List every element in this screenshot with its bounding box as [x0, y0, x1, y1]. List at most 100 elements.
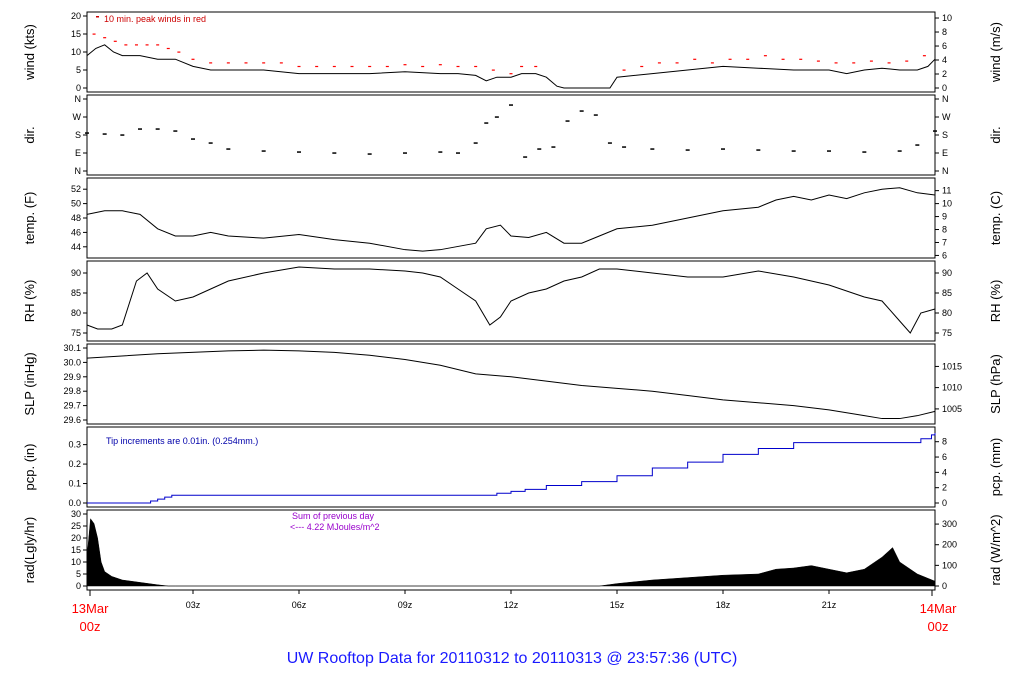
- peak-wind-point: [456, 65, 460, 68]
- left-tick-label: 0.2: [68, 459, 81, 469]
- peak-wind-point: [622, 69, 626, 71]
- left-axis-label: temp. (F): [22, 192, 37, 245]
- direction-point: [622, 146, 627, 148]
- left-axis-label: dir.: [22, 126, 37, 143]
- direction-point: [367, 153, 372, 155]
- right-tick-label: 6: [942, 41, 947, 51]
- peak-wind-point: [763, 55, 767, 57]
- right-axis-label: wind (m/s): [988, 22, 1003, 83]
- series-rad-area: [86, 518, 936, 587]
- left-tick-label: 20: [71, 533, 81, 543]
- direction-point: [565, 120, 570, 122]
- left-tick-label: 0.3: [68, 440, 81, 450]
- peak-wind-point: [922, 55, 926, 57]
- direction-point: [607, 142, 612, 144]
- left-tick-label: 30.1: [63, 343, 81, 353]
- right-tick-label: 1010: [942, 383, 962, 393]
- right-tick-label: 80: [942, 308, 952, 318]
- left-tick-label: 75: [71, 328, 81, 338]
- peak-wind-point: [226, 62, 230, 64]
- left-tick-label: 46: [71, 227, 81, 237]
- direction-point: [484, 122, 489, 124]
- direction-point: [685, 149, 690, 151]
- direction-point: [593, 114, 598, 116]
- right-axis-label: RH (%): [988, 280, 1003, 323]
- direction-point: [261, 150, 266, 152]
- peak-wind-point: [640, 65, 644, 68]
- peak-wind-point: [509, 73, 513, 75]
- series-wind-line: [86, 44, 936, 89]
- x-end-hour: 00z: [928, 619, 949, 634]
- peak-wind-point: [657, 62, 661, 64]
- x-tick-label: 12z: [504, 600, 519, 610]
- direction-point: [403, 152, 407, 154]
- direction-point: [456, 152, 460, 154]
- peak-wind-point: [816, 60, 820, 62]
- right-tick-label: 200: [942, 540, 957, 550]
- peak-wind-point: [869, 60, 873, 62]
- right-tick-label: 10: [942, 13, 952, 23]
- left-axis-label: SLP (inHg): [22, 352, 37, 415]
- left-tick-label: 29.7: [63, 401, 81, 411]
- left-tick-label: 15: [71, 29, 81, 39]
- x-tick-label: 18z: [716, 600, 731, 610]
- panel-frame: [86, 343, 936, 425]
- peak-wind-point: [675, 62, 679, 64]
- peak-wind-point: [279, 62, 283, 64]
- peak-wind-point: [113, 40, 117, 42]
- left-tick-label: 25: [71, 521, 81, 531]
- left-tick-label: 44: [71, 242, 81, 252]
- left-tick-label: 0.1: [68, 479, 81, 489]
- x-start-date: 13Mar: [72, 601, 110, 616]
- x-tick-label: 03z: [186, 600, 201, 610]
- series-slp-line: [86, 349, 936, 420]
- annotation-rad-2: <--- 4.22 MJoules/m^2: [290, 522, 380, 532]
- left-tick-label: 90: [71, 268, 81, 278]
- panel-frame: [86, 11, 936, 93]
- left-tick-label: 30: [71, 509, 81, 519]
- annotation-pcp: Tip increments are 0.01in. (0.254mm.): [106, 436, 258, 446]
- right-tick-label: 11: [942, 186, 951, 196]
- x-tick-label: 06z: [292, 600, 307, 610]
- direction-point: [650, 148, 655, 150]
- peak-wind-point: [534, 65, 538, 68]
- panel-frame: [86, 177, 936, 259]
- direction-point: [102, 133, 107, 135]
- direction-point: [897, 150, 902, 152]
- peak-wind-point: [834, 62, 838, 64]
- peak-wind-point: [474, 65, 478, 68]
- peak-wind-point: [385, 65, 389, 68]
- peak-wind-point: [799, 58, 803, 60]
- left-tick-label: 52: [71, 184, 81, 194]
- right-axis-label: temp. (C): [988, 191, 1003, 245]
- right-tick-label: 100: [942, 560, 957, 570]
- left-axis-label: wind (kts): [22, 24, 37, 81]
- peak-wind-point: [746, 58, 750, 60]
- right-tick-label: 8: [942, 27, 947, 37]
- left-tick-label: 20: [71, 11, 81, 21]
- direction-point: [791, 150, 796, 152]
- right-axis-label: dir.: [988, 126, 1003, 143]
- peak-wind-point: [134, 44, 138, 46]
- direction-point: [579, 110, 584, 112]
- right-tick-label: 75: [942, 328, 952, 338]
- peak-wind-point: [332, 65, 336, 68]
- footer-title: UW Rooftop Data for 20110312 to 20110313…: [286, 650, 738, 667]
- peak-wind-point: [520, 65, 524, 68]
- left-axis-label: RH (%): [22, 280, 37, 323]
- peak-wind-point: [852, 62, 856, 64]
- left-tick-label: 0.0: [68, 498, 81, 508]
- panel-temp: temp. (F) temp. (C): [22, 177, 1003, 259]
- left-tick-label: N: [75, 94, 82, 104]
- annotation-rad: Sum of previous day: [292, 511, 375, 521]
- right-tick-label: 0: [942, 83, 947, 93]
- x-tick-label: 21z: [822, 600, 837, 610]
- right-tick-label: 1015: [942, 361, 962, 371]
- peak-wind-point: [710, 62, 714, 64]
- left-tick-label: 0: [76, 581, 81, 591]
- direction-point: [208, 142, 213, 144]
- peak-wind-point: [905, 60, 909, 62]
- direction-point: [191, 138, 195, 140]
- right-tick-label: 300: [942, 519, 957, 529]
- panel-rh: RH (%) RH (%): [22, 260, 1003, 342]
